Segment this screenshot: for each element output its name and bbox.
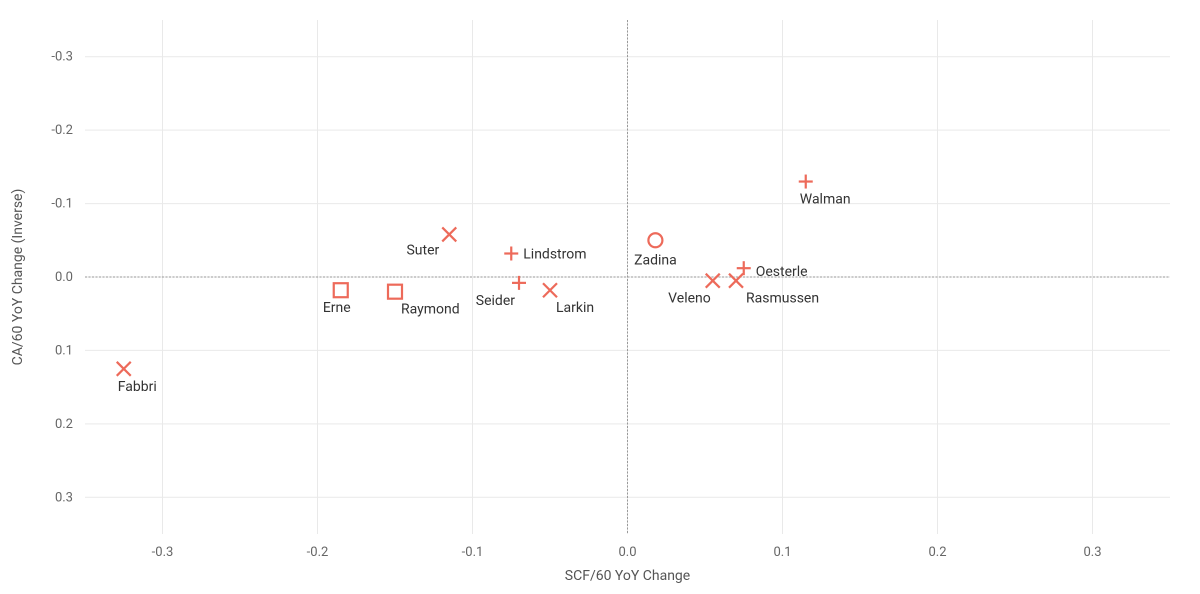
data-point: Raymond: [388, 285, 460, 318]
point-label: Fabbri: [118, 379, 157, 395]
data-point: Suter: [406, 227, 456, 258]
y-tick-label: -0.2: [51, 123, 73, 138]
x-tick-label: 0.1: [773, 545, 791, 560]
x-tick-label: 0.0: [618, 545, 636, 560]
y-axis-label: CA/60 YoY Change (Inverse): [10, 189, 26, 366]
y-tick-label: 0.1: [55, 343, 73, 358]
data-point: Fabbri: [117, 362, 157, 395]
point-label: Veleno: [668, 291, 711, 307]
data-point: Larkin: [543, 283, 594, 316]
data-point: Seider: [476, 276, 526, 309]
scatter-chart: -0.3 -0.2 -0.1 0.0 0.1 0.2 0.3 -0.3 -0.2 -0.1 0.0 0…: [0, 0, 1200, 594]
y-tick-label: 0.3: [55, 490, 73, 505]
point-label: Larkin: [556, 300, 594, 316]
x-tick-label: -0.3: [152, 545, 174, 560]
x-tick-label: 0.2: [928, 545, 946, 560]
y-tick-label: 0.0: [55, 270, 73, 285]
point-label: Seider: [476, 293, 515, 309]
data-point: Zadina: [634, 233, 677, 268]
x-axis-label: SCF/60 YoY Change: [565, 568, 690, 584]
point-label: Erne: [323, 300, 351, 316]
point-label: Lindstrom: [523, 247, 586, 263]
x-tick-label: -0.2: [307, 545, 329, 560]
data-point: Erne: [323, 283, 351, 316]
point-label: Suter: [406, 242, 439, 258]
y-tick-label: -0.3: [51, 50, 73, 65]
data-point: Veleno: [668, 274, 720, 307]
chart-svg: -0.3 -0.2 -0.1 0.0 0.1 0.2 0.3 -0.3 -0.2 -0.1 0.0 0…: [0, 0, 1200, 594]
point-label: Rasmussen: [746, 291, 819, 307]
point-label: Oesterle: [756, 264, 808, 280]
y-tick-label: 0.2: [55, 417, 73, 432]
point-label: Zadina: [634, 252, 677, 268]
point-label: Walman: [800, 192, 851, 208]
points: Fabbri Erne Raymond Suter Lindstrom Seider Lar…: [117, 175, 851, 395]
x-tick-label: -0.1: [462, 545, 484, 560]
y-tick-label: -0.1: [51, 197, 73, 212]
x-tick-label: 0.3: [1083, 545, 1101, 560]
point-label: Raymond: [401, 302, 460, 318]
data-point: Walman: [799, 175, 851, 208]
data-point: Lindstrom: [504, 247, 586, 263]
